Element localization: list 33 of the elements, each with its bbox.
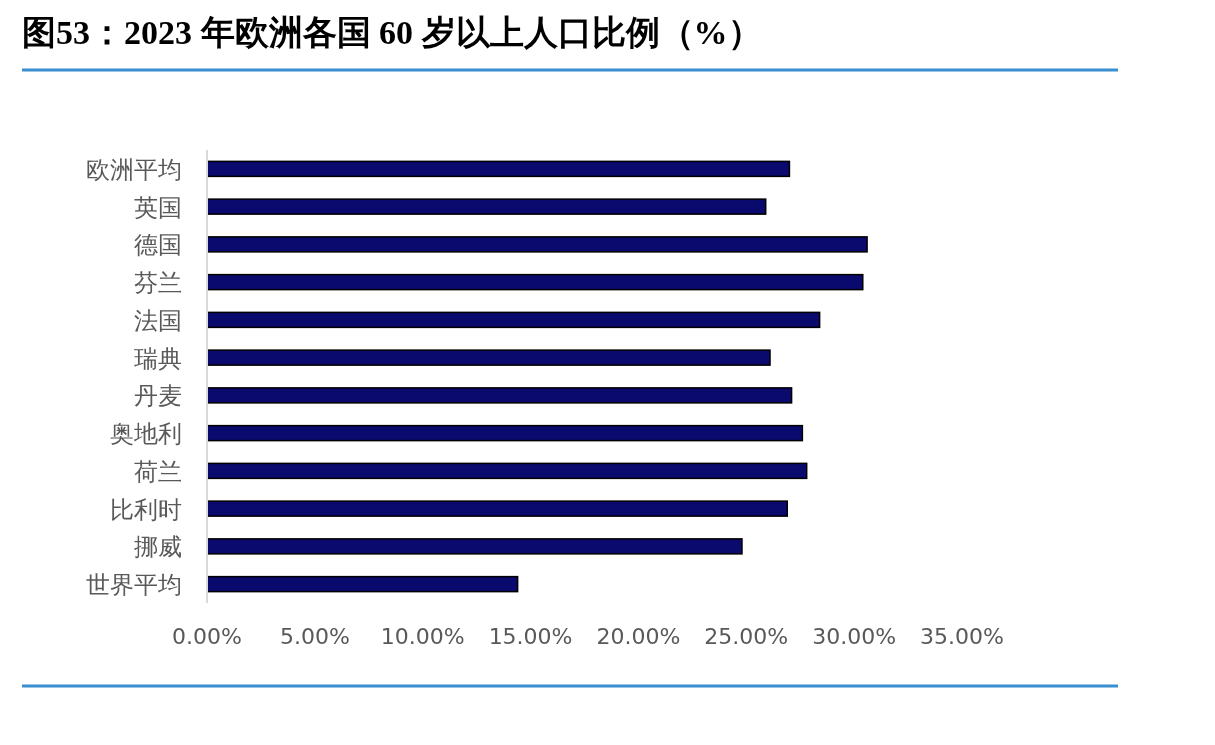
y-tick-label: 芬兰	[134, 269, 182, 298]
y-tick-label: 比利时	[110, 495, 182, 524]
x-tick-label: 20.00%	[596, 624, 681, 649]
x-tick-label: 5.00%	[279, 624, 350, 649]
bar	[206, 387, 793, 404]
bar	[206, 311, 821, 329]
y-tick-label: 世界平均	[86, 571, 182, 600]
bar	[206, 575, 519, 593]
bar	[206, 160, 791, 178]
y-tick-label: 欧洲平均	[86, 155, 182, 184]
chart-title: 图53：2023 年欧洲各国 60 岁以上人口比例（%）	[22, 14, 762, 51]
bar	[206, 462, 808, 480]
y-tick-label: 瑞典	[134, 344, 182, 373]
x-tick-label: 15.00%	[488, 624, 573, 649]
bar	[206, 273, 864, 291]
x-tick-label: 10.00%	[380, 624, 465, 649]
x-tick-label: 25.00%	[704, 624, 789, 649]
x-tick-label: 30.00%	[812, 624, 897, 649]
y-tick-label: 英国	[134, 193, 182, 222]
y-tick-label: 奥地利	[110, 420, 182, 449]
y-tick-label: 德国	[134, 231, 182, 260]
y-tick-label: 丹麦	[134, 382, 182, 411]
bar	[206, 349, 771, 366]
bar	[206, 500, 789, 517]
y-tick-label: 法国	[134, 306, 182, 335]
y-tick-label: 挪威	[134, 533, 182, 562]
x-tick-label: 35.00%	[920, 624, 1004, 649]
bar	[206, 538, 743, 555]
bar	[206, 424, 804, 442]
bar	[206, 198, 767, 215]
y-tick-label: 荷兰	[134, 457, 182, 486]
bar	[206, 236, 868, 253]
x-tick-label: 0.00%	[172, 624, 242, 649]
